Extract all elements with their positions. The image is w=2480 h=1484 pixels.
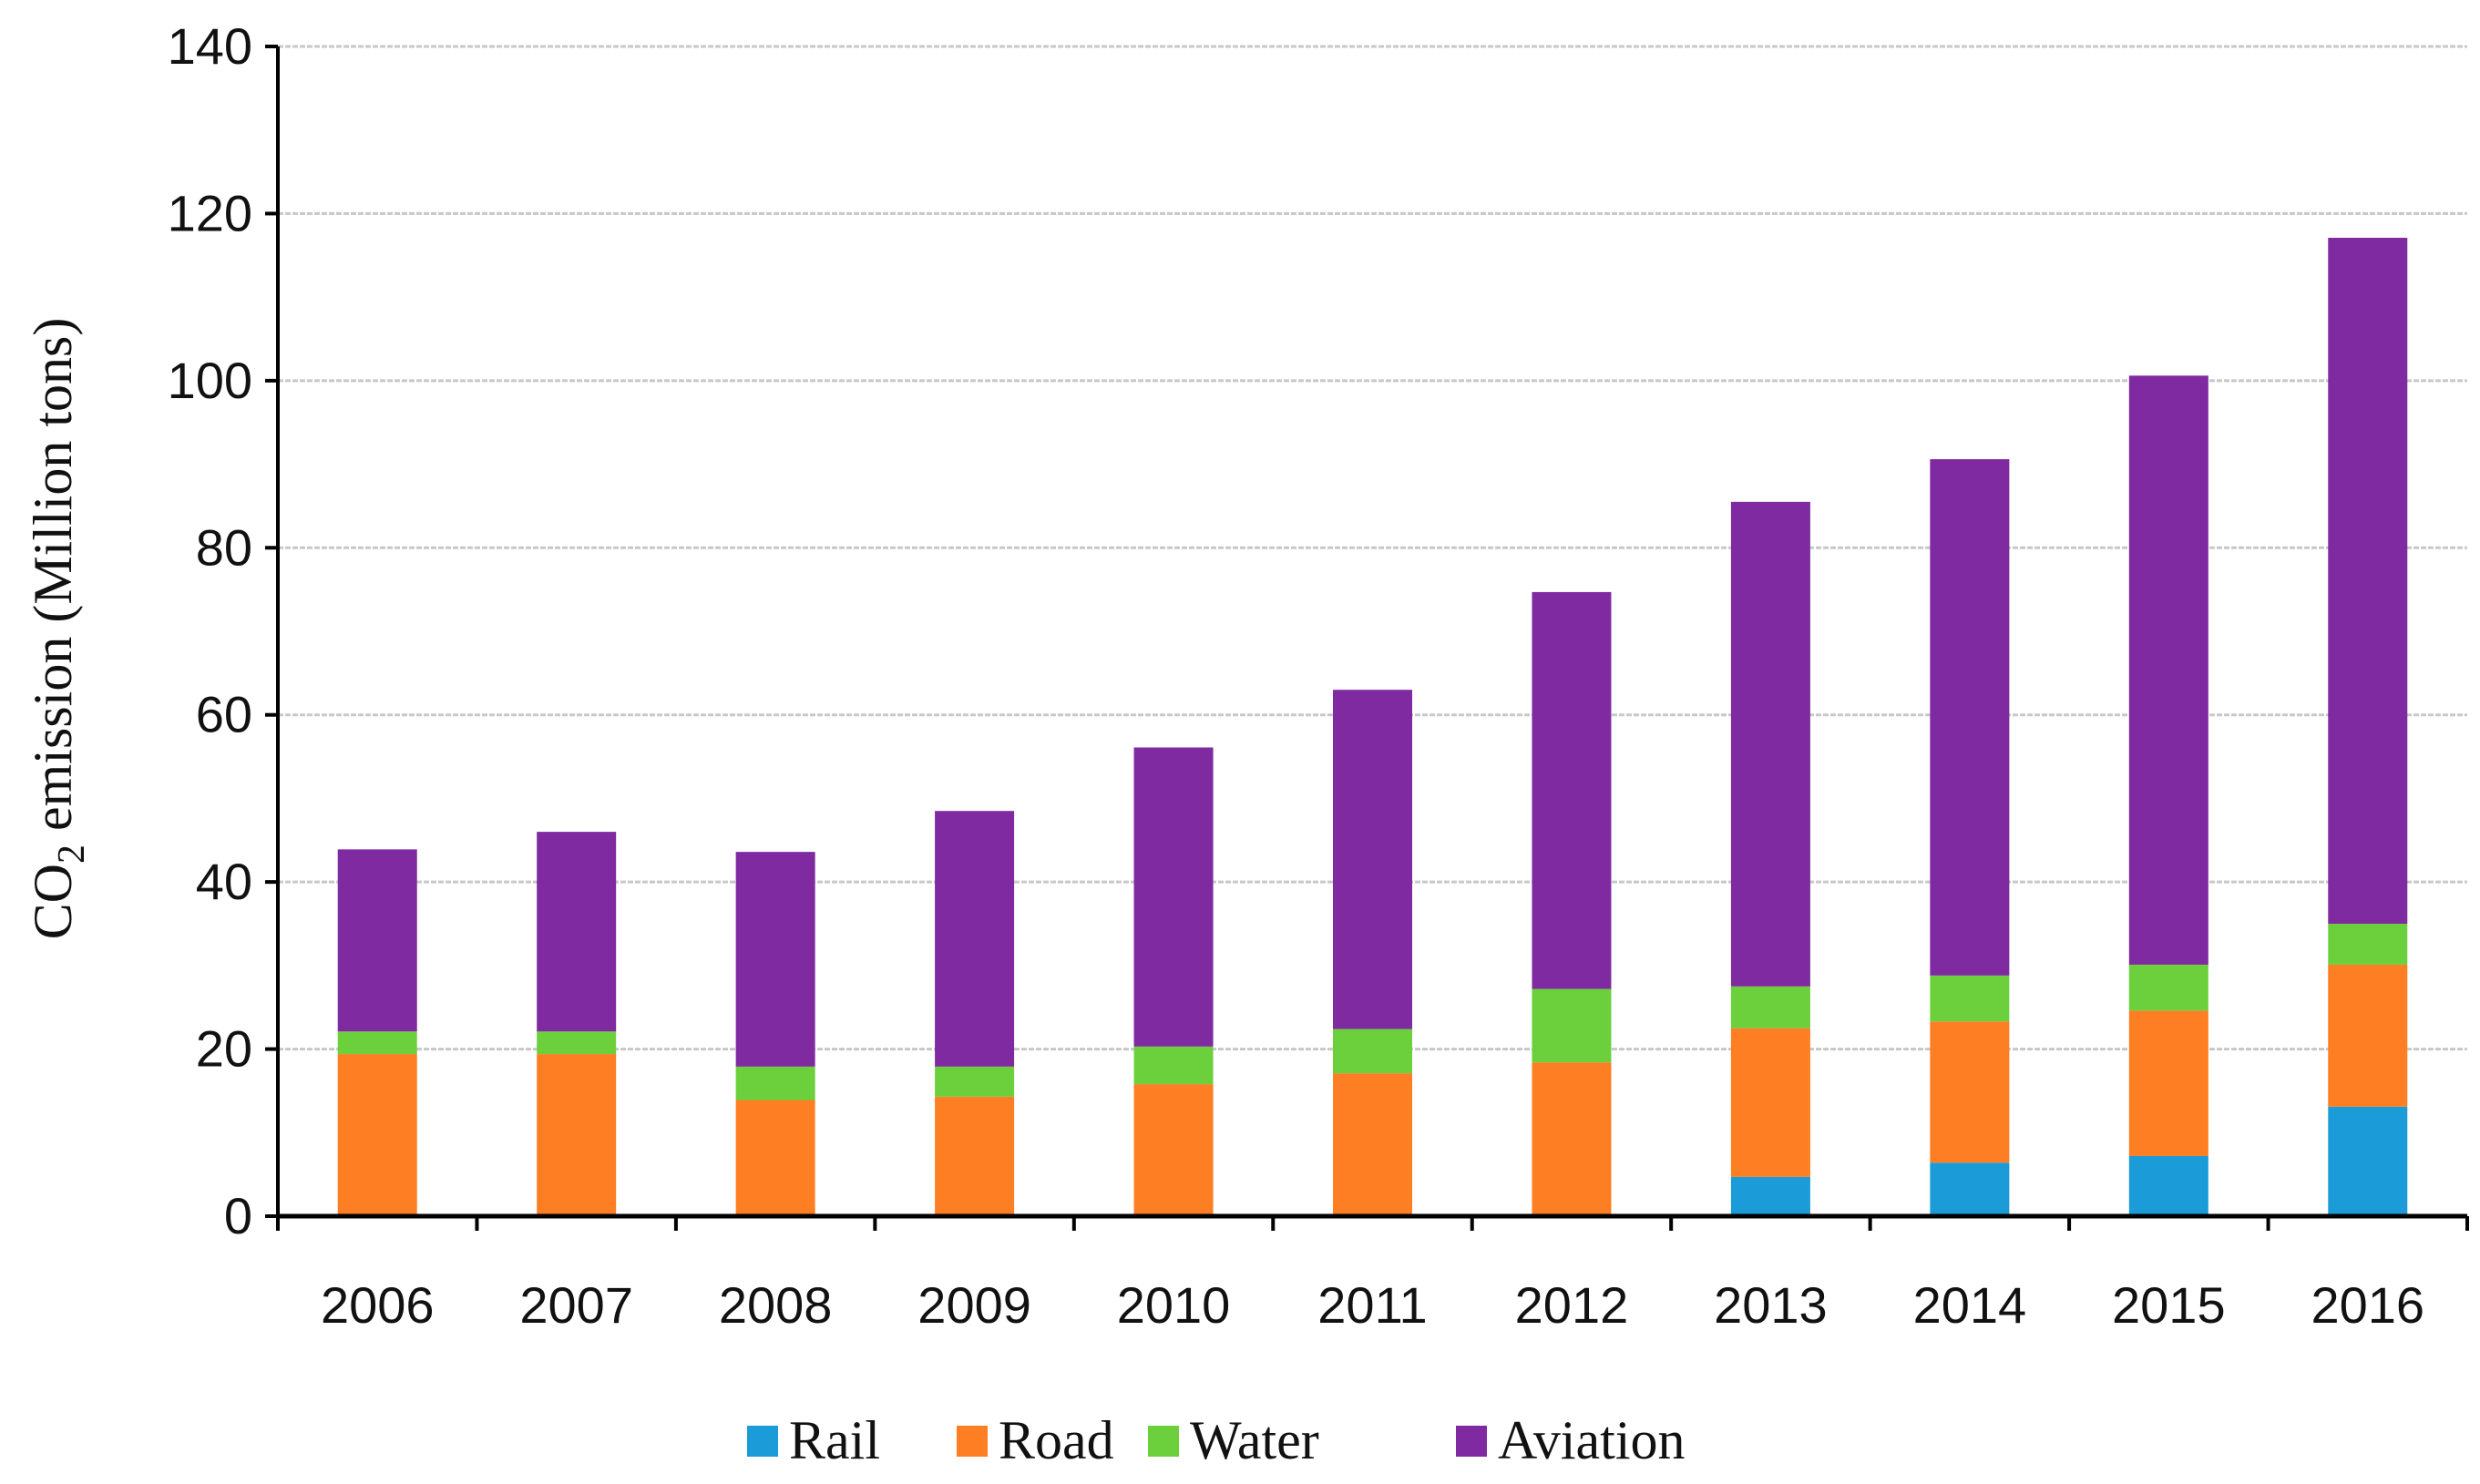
- y-tick-label: 140: [168, 17, 252, 75]
- bar-aviation-2009: [935, 811, 1015, 1067]
- x-tick-labels: 2006 2007 2008 2009 2010 2011 2012 2013 2014 2015…: [321, 1276, 2424, 1334]
- bar-road-2010: [1133, 1084, 1214, 1216]
- y-tick-label: 100: [168, 352, 252, 409]
- bar-road-2008: [735, 1100, 815, 1216]
- x-tick-label: 2010: [1117, 1276, 1231, 1334]
- bar-road-2013: [1730, 1028, 1810, 1177]
- bar-aviation-2010: [1133, 747, 1214, 1047]
- y-tick-label: 80: [196, 518, 252, 576]
- x-tick-label: 2012: [1515, 1276, 1629, 1334]
- legend: Rail Road Water Aviation: [747, 1410, 1686, 1470]
- y-tick-label: 20: [196, 1020, 252, 1078]
- y-tick-label: 120: [168, 184, 252, 241]
- bar-aviation-2006: [337, 849, 417, 1032]
- bar-road-2011: [1333, 1073, 1412, 1216]
- legend-swatch-aviation: [1456, 1426, 1487, 1457]
- bar-road-2009: [935, 1096, 1015, 1216]
- bar-aviation-2013: [1730, 501, 1810, 987]
- legend-swatch-road: [957, 1426, 988, 1457]
- bar-rail-2016: [2328, 1106, 2408, 1216]
- bar-water-2010: [1133, 1046, 1214, 1085]
- bar-water-2015: [2128, 964, 2208, 1011]
- bar-rail-2013: [1730, 1176, 1810, 1216]
- y-tick-label: 60: [196, 686, 252, 743]
- bar-water-2014: [1930, 975, 2010, 1022]
- bar-water-2013: [1730, 986, 1810, 1029]
- bar-road-2016: [2328, 964, 2408, 1107]
- bar-water-2007: [537, 1031, 617, 1055]
- y-tick-labels: 0 20 40 60 80 100 120 140: [168, 17, 252, 1244]
- x-tick-label: 2016: [2311, 1276, 2424, 1334]
- y-axis-label: CO2 emission (Million tons): [23, 318, 93, 940]
- bar-water-2008: [735, 1066, 815, 1100]
- bar-rail-2014: [1930, 1162, 2010, 1216]
- bar-road-2012: [1532, 1062, 1612, 1216]
- legend-label-aviation: Aviation: [1498, 1410, 1686, 1470]
- bar-road-2015: [2128, 1010, 2208, 1156]
- bar-aviation-2011: [1333, 690, 1412, 1029]
- bar-water-2011: [1333, 1029, 1412, 1074]
- bar-rail-2015: [2128, 1155, 2208, 1216]
- y-tick-label: 40: [196, 853, 252, 910]
- bar-aviation-2007: [537, 832, 617, 1032]
- bars: [337, 238, 2408, 1216]
- legend-swatch-rail: [747, 1426, 778, 1457]
- bar-water-2016: [2328, 924, 2408, 965]
- x-tick-label: 2013: [1714, 1276, 1828, 1334]
- bar-road-2014: [1930, 1021, 2010, 1163]
- legend-label-water: Water: [1190, 1410, 1319, 1470]
- legend-label-road: Road: [999, 1410, 1114, 1470]
- bar-aviation-2014: [1930, 459, 2010, 976]
- axes: [265, 45, 2469, 1231]
- bar-road-2006: [337, 1054, 417, 1216]
- bar-aviation-2008: [735, 852, 815, 1067]
- x-tick-label: 2008: [719, 1276, 833, 1334]
- bar-water-2012: [1532, 988, 1612, 1063]
- x-tick-label: 2009: [917, 1276, 1031, 1334]
- bar-aviation-2012: [1532, 591, 1612, 989]
- bar-water-2009: [935, 1066, 1015, 1097]
- bar-aviation-2015: [2128, 375, 2208, 965]
- bar-road-2007: [537, 1054, 617, 1216]
- bar-aviation-2016: [2328, 238, 2408, 924]
- x-tick-label: 2007: [519, 1276, 633, 1334]
- x-tick-label: 2015: [2112, 1276, 2226, 1334]
- x-tick-label: 2011: [1317, 1276, 1427, 1334]
- y-tick-label: 0: [224, 1187, 252, 1244]
- x-tick-label: 2006: [321, 1276, 435, 1334]
- bar-water-2006: [337, 1031, 417, 1055]
- legend-swatch-water: [1148, 1426, 1179, 1457]
- legend-label-rail: Rail: [789, 1410, 880, 1470]
- x-tick-label: 2014: [1913, 1276, 2027, 1334]
